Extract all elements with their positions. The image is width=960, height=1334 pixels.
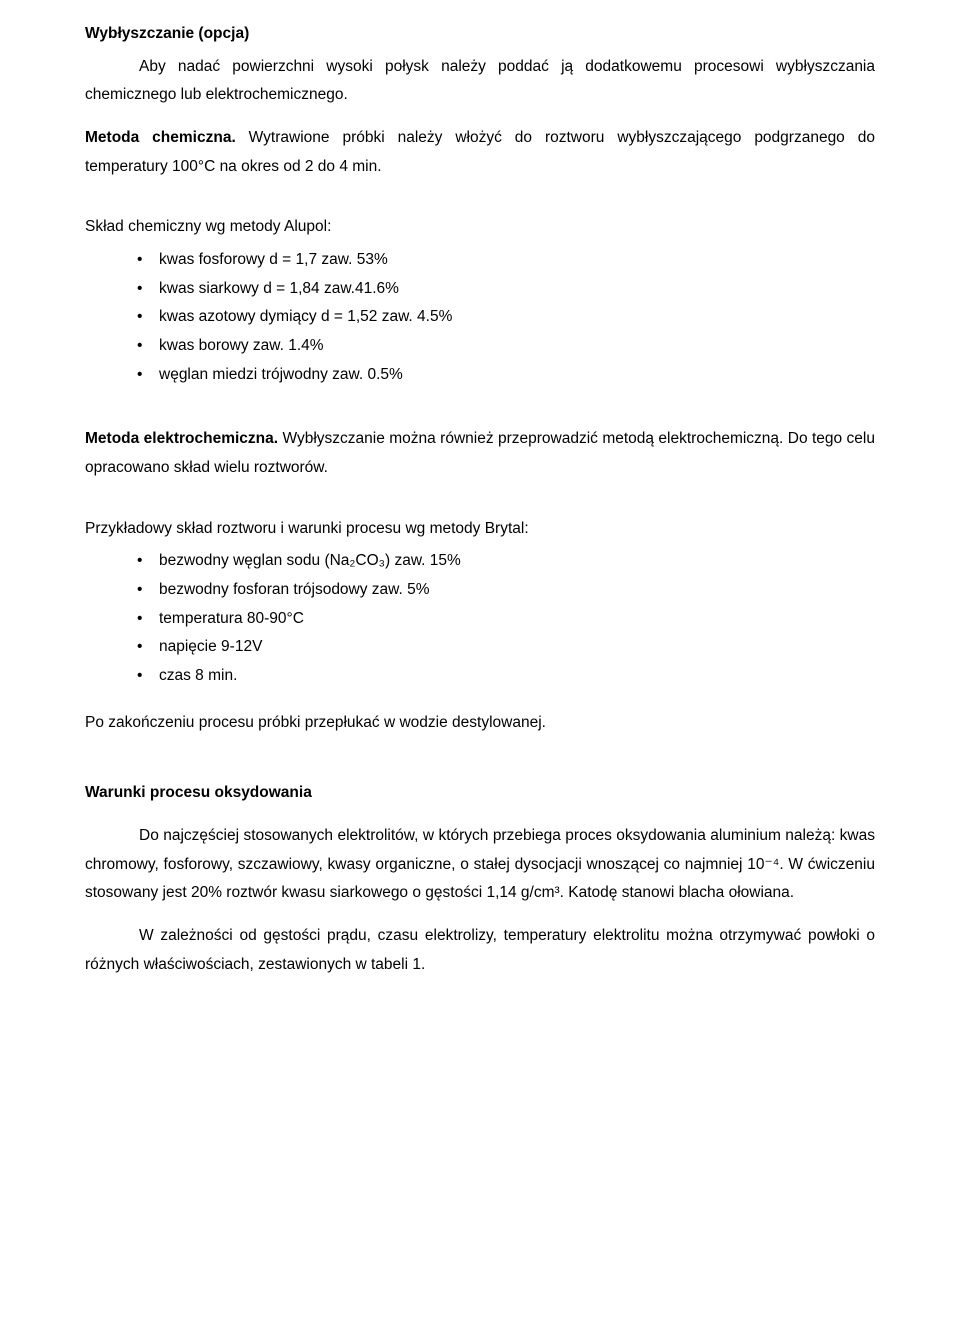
paragraph-metoda-elektrochemiczna: Metoda elektrochemiczna. Wybłyszczanie m… — [85, 425, 875, 482]
paragraph-elektrolity: Do najczęściej stosowanych elektrolitów,… — [85, 822, 875, 908]
paragraph-metoda-chemiczna: Metoda chemiczna. Wytrawione próbki nale… — [85, 124, 875, 181]
label-metoda-chemiczna: Metoda chemiczna. — [85, 129, 236, 146]
list-item: napięcie 9-12V — [159, 633, 875, 662]
list-item: kwas azotowy dymiący d = 1,52 zaw. 4.5% — [159, 303, 875, 332]
paragraph-powloki: W zależności od gęstości prądu, czasu el… — [85, 922, 875, 979]
list-alupol: kwas fosforowy d = 1,7 zaw. 53% kwas sia… — [85, 246, 875, 389]
list-brytal: bezwodny węglan sodu (Na₂CO₃) zaw. 15% b… — [85, 547, 875, 690]
list-item: węglan miedzi trójwodny zaw. 0.5% — [159, 361, 875, 390]
list-item: kwas fosforowy d = 1,7 zaw. 53% — [159, 246, 875, 275]
label-metoda-elektrochemiczna: Metoda elektrochemiczna. — [85, 430, 278, 447]
heading-wyblyszczanie: Wybłyszczanie (opcja) — [85, 20, 875, 49]
list-item: kwas siarkowy d = 1,84 zaw.41.6% — [159, 275, 875, 304]
paragraph-intro: Aby nadać powierzchni wysoki połysk nale… — [85, 53, 875, 110]
list-item: czas 8 min. — [159, 662, 875, 691]
label-sklad-alupol: Skład chemiczny wg metody Alupol: — [85, 213, 875, 242]
heading-warunki-oksydowania: Warunki procesu oksydowania — [85, 779, 875, 808]
list-item: temperatura 80-90°C — [159, 605, 875, 634]
list-item: kwas borowy zaw. 1.4% — [159, 332, 875, 361]
list-item: bezwodny węglan sodu (Na₂CO₃) zaw. 15% — [159, 547, 875, 576]
list-item: bezwodny fosforan trójsodowy zaw. 5% — [159, 576, 875, 605]
paragraph-przeplukac: Po zakończeniu procesu próbki przepłukać… — [85, 709, 875, 738]
label-sklad-brytal: Przykładowy skład roztworu i warunki pro… — [85, 515, 875, 544]
